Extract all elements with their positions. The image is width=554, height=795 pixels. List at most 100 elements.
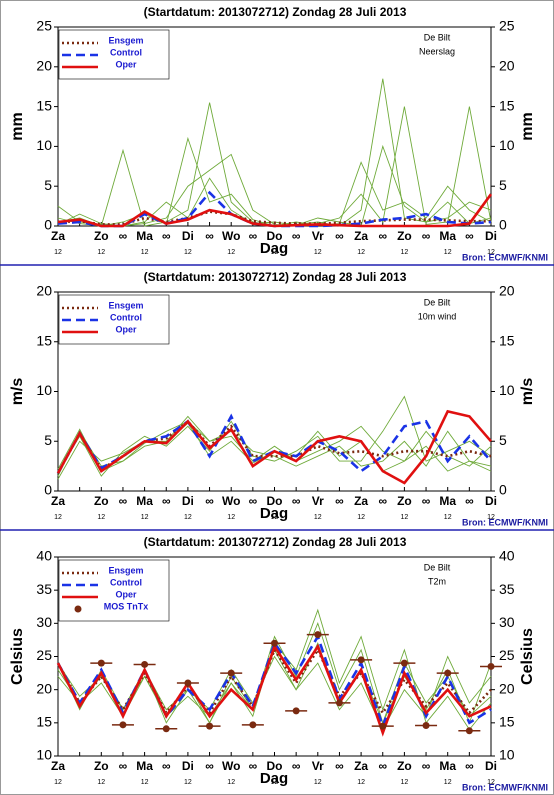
ensemble-member [57,415,492,477]
series-line [56,409,492,485]
x-tick-label: ∞ [335,759,344,773]
x-tick-label: Zo [94,759,109,773]
hour-label: 12 [184,779,192,786]
chart-title: (Startdatum: 2013072712) Zondag 28 Juli … [144,270,407,284]
x-axis-label: Dag [260,240,288,257]
x-tick-label: ∞ [422,229,431,243]
y-tick-label: 0 [44,217,52,233]
y-tick-label: 20 [36,58,52,74]
mos-point [350,656,373,664]
mos-point [393,659,416,667]
mos-point [176,679,199,687]
x-tick-label: ∞ [249,494,258,508]
mos-dot [271,639,278,647]
hour-label: 12 [54,514,62,521]
hour-label: 12 [357,779,365,786]
mos-dot [422,721,430,729]
mos-point [415,721,438,729]
legend-label: Control [110,312,142,322]
x-tick-label: ∞ [162,229,171,243]
x-tick-label: Wo [222,494,240,508]
hour-label: 12 [444,514,452,521]
x-tick-label: Za [51,494,65,508]
x-tick-label: Di [182,229,194,243]
hour-label: 12 [444,249,452,256]
y2-tick-label: 25 [499,18,515,34]
hour-label: 12 [141,249,149,256]
x-tick-label: Za [51,759,65,773]
x-tick-label: ∞ [119,494,128,508]
hour-label: 12 [401,249,409,256]
y2-tick-label: 30 [499,614,515,630]
y2-tick-label: 5 [499,432,507,448]
hour-label: 12 [357,514,365,521]
x-tick-label: ∞ [205,494,214,508]
mos-dot [206,722,214,730]
x-tick-label: Di [485,494,497,508]
source: Bron: ECMWF/KNMI [462,517,548,527]
x-tick-label: ∞ [292,229,301,243]
y2-axis-label: Celsius [519,628,536,685]
mos-point [198,722,221,730]
y-tick-label: 30 [36,614,52,630]
mos-dot [97,659,105,667]
chart-title: (Startdatum: 2013072712) Zondag 28 Juli … [144,535,407,549]
hour-label: 12 [141,779,149,786]
parameter: Neerslag [419,46,455,56]
x-tick-label: Di [485,229,497,243]
hour-label: 12 [357,249,365,256]
legend-label: Ensgem [108,300,143,310]
y2-tick-label: 10 [499,382,515,398]
x-tick-label: ∞ [119,229,128,243]
x-tick-label: Za [354,759,368,773]
y-tick-label: 15 [36,332,52,348]
y2-axis-label: m/s [519,378,536,406]
mos-dot [119,721,127,729]
mos-point [285,707,308,715]
mos-dot [487,662,495,670]
mos-point [458,727,481,735]
parameter: T2m [428,576,446,586]
location: De Bilt [424,32,451,42]
y2-tick-label: 20 [499,58,515,74]
y2-tick-label: 5 [499,177,507,193]
mos-point [263,639,286,647]
x-tick-label: Ma [439,229,456,243]
x-tick-label: ∞ [465,229,474,243]
y-tick-label: 20 [36,680,52,696]
x-tick-label: Zo [397,759,412,773]
y-tick-label: 25 [36,18,52,34]
y2-tick-label: 20 [499,680,515,696]
x-tick-label: Di [182,759,194,773]
mos-dot [249,721,257,729]
hour-label: 12 [314,779,322,786]
mos-point [328,699,351,707]
y2-tick-label: 0 [499,482,507,498]
x-tick-label: ∞ [378,229,387,243]
hour-label: 12 [314,514,322,521]
x-tick-label: ∞ [119,759,128,773]
mos-dot [141,660,149,668]
mos-dot [400,659,408,667]
legend-label: Control [110,577,142,587]
parameter: 10m wind [418,311,457,321]
mos-dot [335,699,343,707]
mos-point [436,669,459,677]
x-tick-label: ∞ [335,229,344,243]
hour-label: 12 [314,249,322,256]
x-axis-label: Dag [260,770,288,787]
x-tick-label: Do [267,759,283,773]
hour-label: 12 [184,249,192,256]
mos-point [371,722,394,730]
x-tick-label: ∞ [249,229,258,243]
x-tick-label: Zo [94,229,109,243]
hour-label: 12 [401,514,409,521]
location: De Bilt [424,297,451,307]
hour-label: 12 [54,779,62,786]
y-tick-label: 10 [36,137,52,153]
y-tick-label: 0 [44,482,52,498]
hour-label: 12 [97,514,105,521]
legend-label: Oper [115,324,137,334]
x-tick-label: ∞ [378,759,387,773]
